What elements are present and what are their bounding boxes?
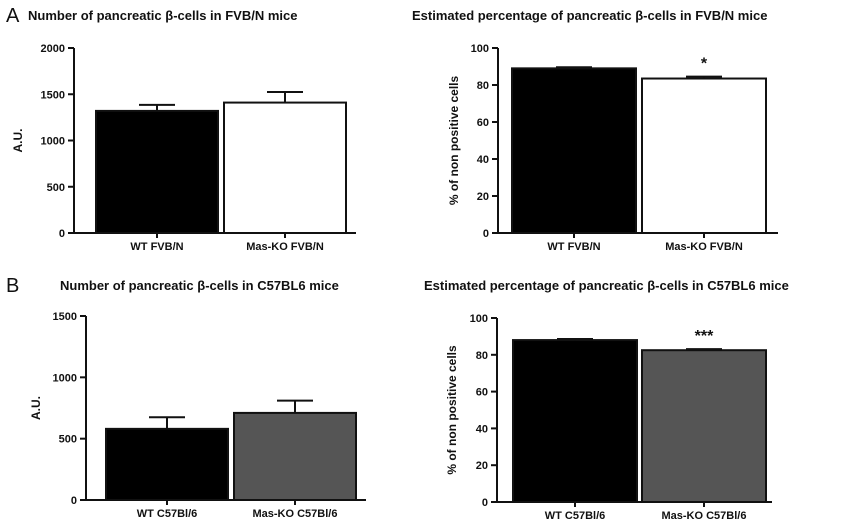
y-axis-label: % of non positive cells [447, 75, 461, 205]
category-label: WT C57Bl/6 [137, 508, 198, 520]
y-tick-label: 100 [471, 43, 489, 55]
bar [511, 67, 637, 234]
category-label: Mas-KO C57Bl/6 [662, 510, 747, 522]
chart-title: Number of pancreatic β-cells in C57BL6 m… [60, 278, 339, 293]
category-label: Mas-KO FVB/N [246, 241, 324, 253]
panel-label-a: A [6, 5, 20, 27]
bar [233, 411, 357, 502]
y-tick-label: 60 [477, 117, 489, 129]
y-tick-label: 80 [476, 350, 488, 362]
y-tick-label: 0 [71, 495, 77, 507]
chart-4: Estimated percentage of pancreatic β-cel… [424, 278, 789, 522]
chart-3: Number of pancreatic β-cells in C57BL6 m… [29, 278, 366, 520]
y-tick-label: 1000 [41, 136, 65, 148]
bar [105, 427, 229, 501]
y-tick-label: 20 [476, 460, 488, 472]
category-label: WT FVB/N [547, 241, 600, 253]
bar [641, 349, 767, 504]
category-label: WT C57Bl/6 [545, 510, 606, 522]
bar [512, 339, 638, 503]
y-tick-label: 2000 [41, 43, 65, 55]
y-tick-label: 0 [483, 228, 489, 240]
bar [95, 109, 219, 234]
y-tick-label: 1500 [53, 311, 77, 323]
bar [641, 77, 767, 235]
chart-2: Estimated percentage of pancreatic β-cel… [412, 8, 778, 253]
y-axis-label: % of non positive cells [445, 345, 459, 475]
y-tick-label: 40 [477, 154, 489, 166]
y-tick-label: 1000 [53, 372, 77, 384]
chart-title: Number of pancreatic β-cells in FVB/N mi… [28, 8, 297, 23]
y-tick-label: 0 [59, 228, 65, 240]
category-label: Mas-KO FVB/N [665, 241, 743, 253]
y-tick-label: 1500 [41, 89, 65, 101]
bar [223, 101, 347, 234]
y-tick-label: 0 [482, 497, 488, 509]
y-axis-label: A.U. [11, 129, 25, 153]
significance-marker: *** [695, 328, 714, 345]
y-tick-label: 500 [47, 182, 65, 194]
chart-title: Estimated percentage of pancreatic β-cel… [412, 8, 767, 23]
y-tick-label: 500 [59, 434, 77, 446]
significance-marker: * [701, 56, 708, 73]
y-axis-label: A.U. [29, 396, 43, 420]
category-label: Mas-KO C57Bl/6 [253, 508, 338, 520]
y-tick-label: 100 [470, 313, 488, 325]
charts-group: Number of pancreatic β-cells in FVB/N mi… [11, 8, 789, 522]
y-tick-label: 80 [477, 80, 489, 92]
chart-1: Number of pancreatic β-cells in FVB/N mi… [11, 8, 356, 253]
y-tick-label: 60 [476, 387, 488, 399]
chart-title: Estimated percentage of pancreatic β-cel… [424, 278, 789, 293]
y-tick-label: 20 [477, 191, 489, 203]
category-label: WT FVB/N [130, 241, 183, 253]
panel-label-b: B [6, 275, 19, 297]
y-tick-label: 40 [476, 423, 488, 435]
